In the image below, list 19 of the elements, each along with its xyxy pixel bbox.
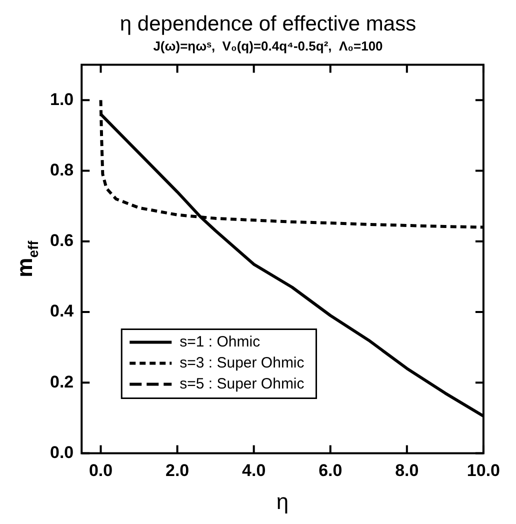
x-tick-label: 0.0 <box>88 461 113 480</box>
y-tick-label: 0.2 <box>50 372 74 392</box>
chart-title: η dependence of effective mass <box>120 12 416 36</box>
legend-label: s=1 : Ohmic <box>180 333 261 350</box>
y-tick-label: 0.4 <box>50 302 74 321</box>
x-tick-label: 10.0 <box>466 461 500 480</box>
x-tick-label: 4.0 <box>242 461 266 480</box>
legend-label: s=3 : Super Ohmic <box>180 354 305 372</box>
x-tick-label: 8.0 <box>395 461 419 480</box>
y-tick-label: 0.6 <box>50 231 74 250</box>
x-axis-title: η <box>276 488 289 514</box>
x-tick-label: 6.0 <box>318 461 342 480</box>
y-tick-label: 0.0 <box>50 442 74 462</box>
x-tick-label: 2.0 <box>165 461 190 480</box>
chart-subtitle: J(ω)=ηωˢ, V₀(q)=0.4q⁴-0.5q², Λ₀=100 <box>153 38 383 54</box>
y-axis-title: meff <box>12 240 41 278</box>
y-tick-label: 0.8 <box>50 160 74 180</box>
legend-label: s=5 : Super Ohmic <box>180 375 305 392</box>
y-tick-label: 1.0 <box>50 90 74 109</box>
